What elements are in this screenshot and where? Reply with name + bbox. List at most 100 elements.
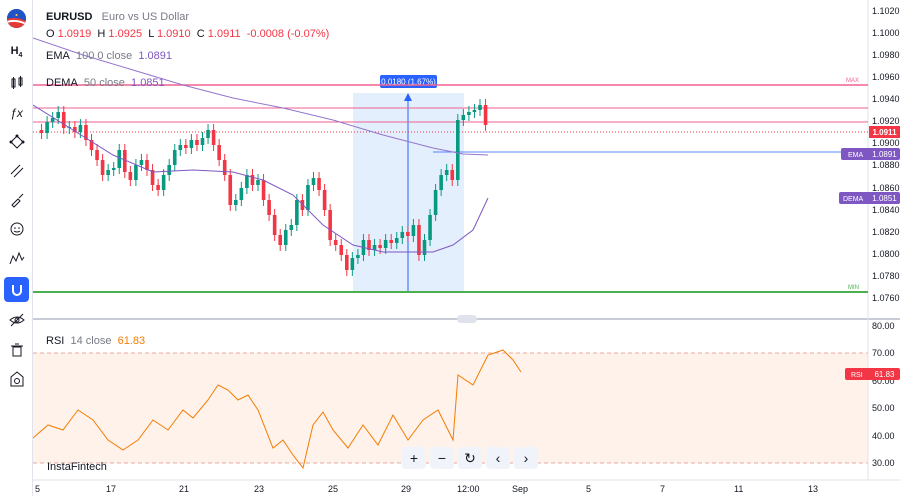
price-tick: 1.0820 (872, 227, 900, 237)
dema-name: DEMA (46, 77, 78, 89)
price-tick: 1.1000 (872, 28, 900, 38)
price-tick: 1.0920 (872, 116, 900, 126)
ema-value: 1.0891 (138, 50, 173, 62)
candle-body (467, 112, 471, 115)
ema-legend[interactable]: EMA 100 0 close 1.0891 (46, 50, 172, 62)
eye-off-icon[interactable] (4, 307, 29, 332)
candle-body (339, 245, 344, 255)
candlestick-series (39, 99, 488, 276)
trash-icon[interactable] (4, 337, 29, 362)
candle-body (345, 255, 349, 270)
candle-body (478, 105, 482, 110)
candle-body (89, 140, 94, 150)
candle-body (111, 168, 116, 170)
time-tick: 12:00 (457, 484, 480, 494)
candle-body (400, 232, 405, 238)
candle-body (78, 125, 83, 132)
trend-lines-icon[interactable] (4, 158, 29, 183)
candle-body (239, 188, 244, 200)
magnet-icon[interactable] (4, 277, 29, 302)
scroll-right-button[interactable]: › (514, 447, 538, 469)
candle-body (378, 245, 382, 248)
emoji-icon[interactable] (4, 216, 29, 241)
candle-body (422, 240, 427, 255)
symbol-legend[interactable]: EURUSD Euro vs US Dollar (46, 11, 189, 23)
candle-body (61, 112, 66, 128)
candle-body (483, 105, 488, 125)
brush-icon[interactable] (4, 187, 29, 212)
ema-params: 100 0 close (75, 50, 133, 62)
time-tick: 29 (401, 484, 411, 494)
candle-body (472, 110, 477, 112)
candle-body (117, 150, 122, 168)
reset-chart-button[interactable]: ↻ (458, 447, 482, 469)
candle-body (95, 150, 99, 160)
candle-body (139, 160, 144, 165)
rsi-value-tag (845, 368, 900, 380)
rsi-band-fill (33, 353, 868, 463)
ohlc-legend: O 1.0919 H 1.0925 L 1.0910 C 1.0911 -0.0… (46, 28, 329, 40)
candle-body (461, 115, 466, 120)
price-tick: 1.0980 (872, 50, 900, 60)
candle-body (433, 190, 438, 215)
rsi-legend[interactable]: RSI 14 close 61.83 (46, 335, 145, 347)
candles-icon[interactable] (4, 70, 29, 95)
low-value: 1.0910 (156, 28, 191, 40)
candle-body (172, 150, 177, 165)
price-tick: 1.0940 (872, 94, 900, 104)
time-tick: 5 (586, 484, 591, 494)
camera-icon[interactable] (4, 366, 29, 391)
rsi-line (33, 349, 522, 470)
candle-body (383, 240, 388, 248)
open-value: 1.0919 (57, 28, 92, 40)
candle-body (184, 145, 188, 148)
candle-body (444, 170, 449, 175)
candle-body (267, 200, 271, 215)
price-tick: 1.0960 (872, 72, 900, 82)
ema-name: EMA (46, 50, 70, 62)
dema-value: 1.0851 (131, 77, 165, 89)
time-tick: 21 (179, 484, 189, 494)
candle-body (311, 178, 316, 185)
fx-indicator-icon[interactable]: ƒx (10, 105, 23, 120)
ema-line (33, 37, 489, 156)
pivot-icon[interactable] (4, 129, 29, 154)
candle-body (317, 178, 321, 190)
candle-body (328, 210, 332, 240)
dema-legend[interactable]: DEMA 50 close 1.0851 (46, 77, 165, 89)
rsi-tag-value: 61.83 (874, 370, 895, 379)
candle-body (123, 150, 127, 172)
candle-body (206, 130, 210, 138)
price-tick: 1.0900 (872, 138, 900, 148)
candle-body (439, 175, 443, 190)
candle-body (50, 118, 55, 122)
current-price-value: 1.0911 (872, 128, 897, 137)
scroll-left-button[interactable]: ‹ (486, 447, 510, 469)
candle-body (106, 170, 110, 175)
price-tick: 1.0780 (872, 271, 900, 281)
price-tick: 1.1020 (872, 6, 900, 16)
rsi-axis-ticks: 80.00 70.00 60.00 50.00 40.00 30.00 (872, 321, 895, 468)
h4-timeframe-icon[interactable]: H4 (10, 45, 23, 60)
rsi-tick: 50.00 (872, 403, 895, 413)
ema-price-tag (841, 148, 900, 160)
change-value: -0.0008 (-0.07%) (246, 28, 330, 40)
time-tick: 5 (35, 484, 40, 494)
candle-body (56, 112, 60, 118)
time-tick: 25 (328, 484, 338, 494)
chart-canvas[interactable]: 0.0180 (1.67%) MAX MIN 1.1020 1.1000 1.098… (33, 0, 900, 496)
rsi-tick: 30.00 (872, 458, 895, 468)
rsi-params: 14 close (70, 335, 112, 347)
candle-body (261, 180, 266, 200)
patterns-icon[interactable] (4, 245, 29, 270)
zoom-in-button[interactable]: + (402, 447, 426, 469)
candle-body (306, 185, 310, 210)
open-label: O (46, 28, 55, 40)
candle-body (333, 240, 338, 245)
candle-body (356, 255, 360, 258)
candle-body (150, 170, 155, 185)
zoom-out-button[interactable]: − (430, 447, 454, 469)
time-tick: 23 (254, 484, 264, 494)
price-tick: 1.0800 (872, 249, 900, 259)
candle-body (278, 235, 282, 245)
